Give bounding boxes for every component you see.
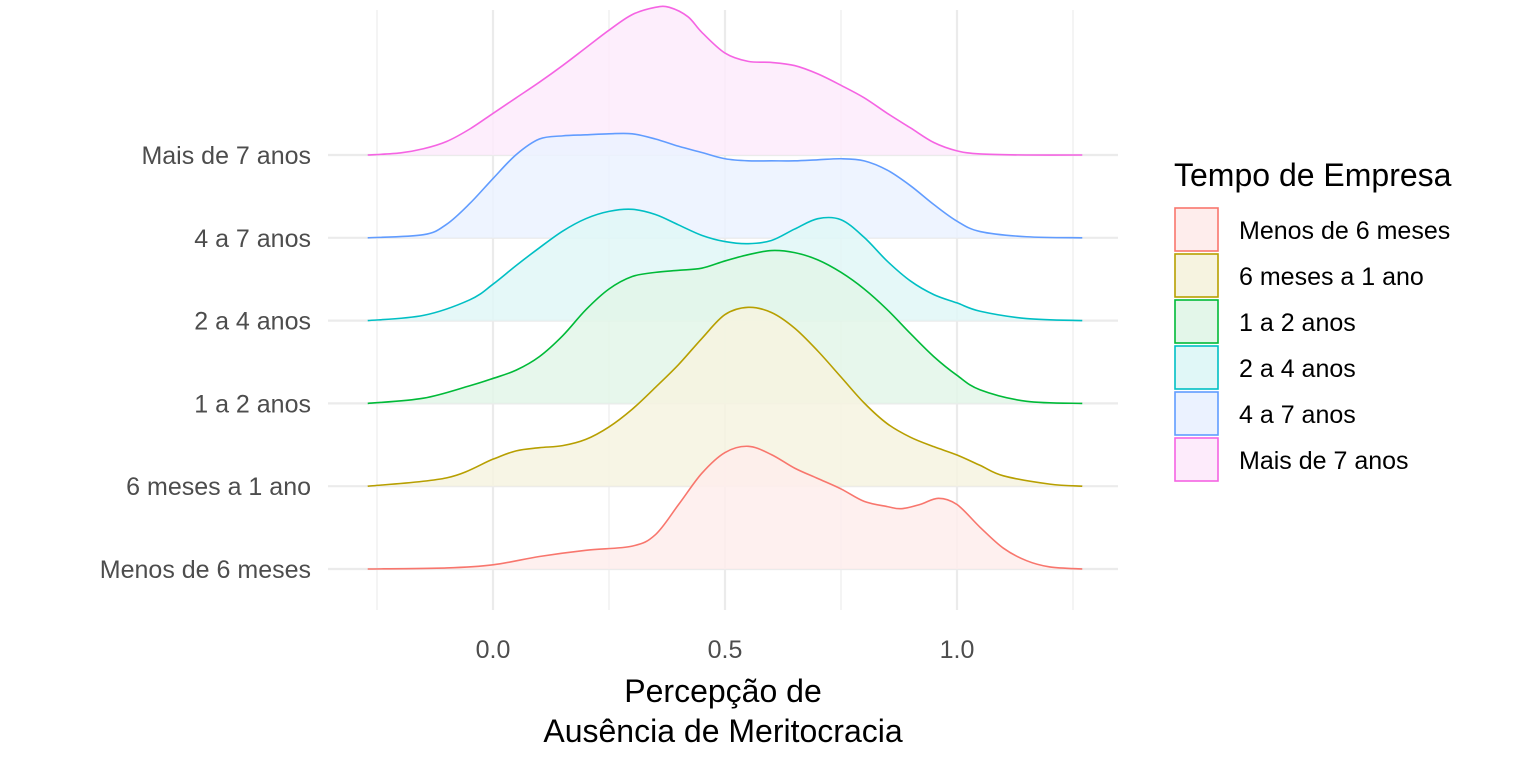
legend-label: 4 a 7 anos: [1239, 401, 1356, 429]
y-axis-label: 4 a 7 anos: [194, 225, 311, 253]
ridge-area-mais-de-7-anos: [367, 6, 1083, 156]
legend-label: 6 meses a 1 ano: [1239, 263, 1424, 291]
ridge-area-4-a-7-anos: [367, 133, 1083, 238]
ridge-line-mais-de-7-anos: [367, 5, 1083, 156]
ridge-area-menos-de-6-meses: [367, 446, 1083, 569]
x-tick-label: 0.5: [708, 636, 743, 664]
y-axis-label: 1 a 2 anos: [194, 390, 311, 418]
y-axis-labels: Menos de 6 meses 6 meses a 1 ano 1 a 2 ano…: [100, 142, 311, 584]
legend-key: [1174, 437, 1219, 482]
ridge-line-4-a-7-anos: [367, 132, 1083, 239]
y-axis-label: 2 a 4 anos: [194, 308, 311, 336]
x-axis-ticks: 0.0 0.5 1.0: [476, 636, 975, 664]
x-axis-title-line-2: Ausência de Meritocracia: [543, 713, 902, 749]
ridge-line-6-meses-a-1-ano: [367, 306, 1083, 487]
legend-label: Menos de 6 meses: [1239, 217, 1450, 245]
legend-label: 1 a 2 anos: [1239, 309, 1356, 337]
legend-key: [1174, 207, 1219, 252]
legend-key: [1174, 345, 1219, 390]
ridge-line-2-a-4-anos: [367, 208, 1083, 322]
y-axis-label: 6 meses a 1 ano: [126, 473, 311, 501]
legend: Tempo de Empresa Menos de 6 meses 6 meses…: [1174, 157, 1452, 482]
ridge-line-1-a-2-anos: [367, 249, 1083, 405]
ridge-area-6-meses-a-1-ano: [367, 307, 1083, 487]
x-tick-label: 0.0: [476, 636, 511, 664]
legend-items: Menos de 6 meses 6 meses a 1 ano 1 a 2 ano…: [1174, 207, 1450, 482]
legend-key: [1174, 253, 1219, 298]
y-axis-label: Menos de 6 meses: [100, 556, 311, 584]
ridge-line-menos-de-6-meses: [367, 445, 1083, 570]
legend-title: Tempo de Empresa: [1174, 157, 1452, 193]
legend-label: Mais de 7 anos: [1239, 447, 1409, 475]
legend-key: [1174, 299, 1219, 344]
legend-label: 2 a 4 anos: [1239, 355, 1356, 383]
legend-key: [1174, 391, 1219, 436]
density-ridges: [367, 5, 1083, 570]
x-tick-label: 1.0: [940, 636, 975, 664]
y-axis-label: Mais de 7 anos: [141, 142, 311, 170]
x-axis-title-line-1: Percepção de: [624, 673, 821, 709]
